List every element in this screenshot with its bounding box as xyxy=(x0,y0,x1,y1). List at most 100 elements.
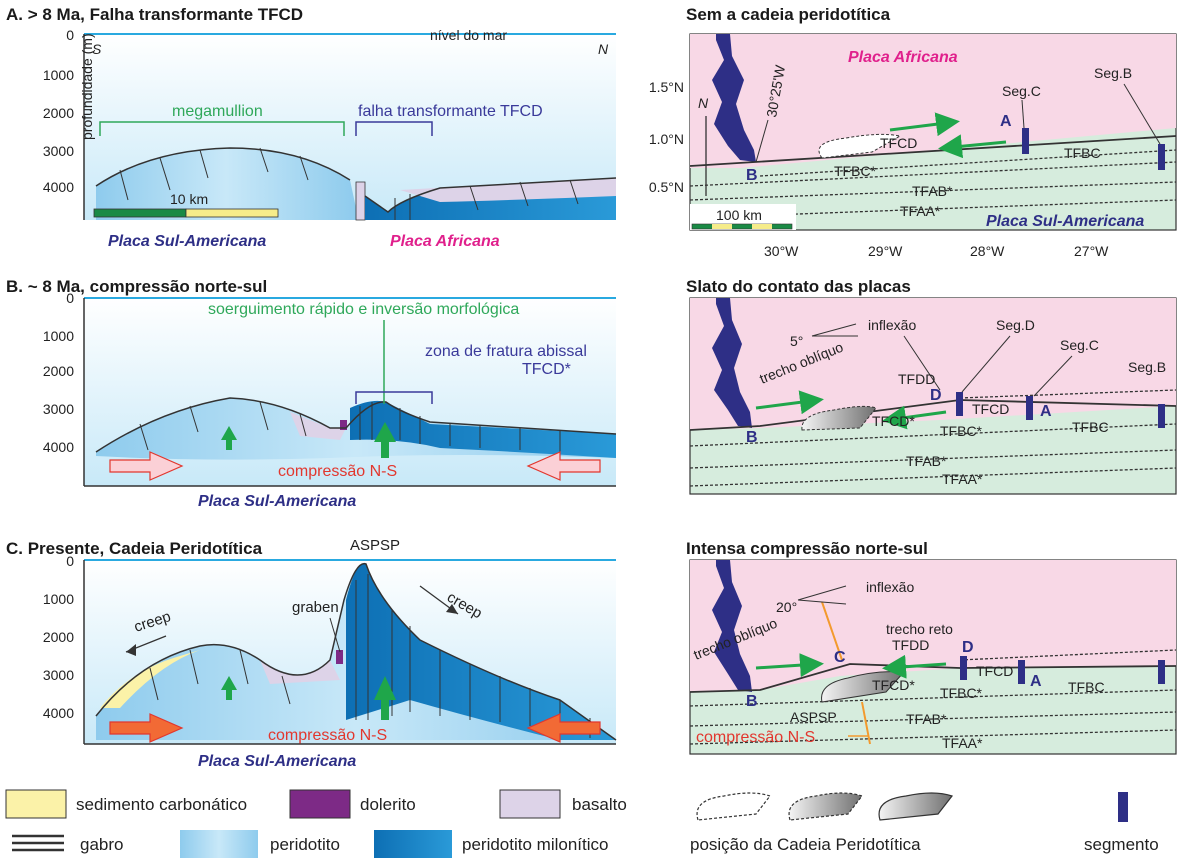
map-b-tfab-star: TFAB* xyxy=(906,453,947,469)
map-a-lat-2: 1.0°N xyxy=(649,131,684,147)
panel-a-ytick-3000: 3000 xyxy=(43,143,74,159)
panel-c: C. Presente, Cadeia Peridotítica ASPSP 0… xyxy=(6,537,617,770)
map-c-tfcd: TFCD xyxy=(976,663,1013,679)
map-b-line-4 xyxy=(959,389,1177,399)
map-c-coast xyxy=(712,560,752,692)
map-c-tfcd-star: TFCD* xyxy=(872,677,915,693)
map-a-scale-label: 100 km xyxy=(716,207,762,223)
panel-c-seafloor xyxy=(95,562,617,741)
map-c-pt-d: D xyxy=(962,639,974,656)
map-a-lat-3: 0.5°N xyxy=(649,179,684,195)
map-b-segment-d xyxy=(956,392,963,416)
panel-a-basin-surface xyxy=(364,177,617,213)
map-c-line-3 xyxy=(689,711,1177,727)
map-c-title: Intensa compressão norte-sul xyxy=(686,539,928,558)
map-c-arrow-east xyxy=(755,653,824,678)
map-a-meridian-pointer xyxy=(755,119,769,163)
map-b-seg-b: Seg.B xyxy=(1128,359,1166,375)
map-b-pt-b: B xyxy=(746,429,758,446)
map-a-pt-a: A xyxy=(1000,113,1012,130)
map-c-aspsp: ASPSP xyxy=(790,709,837,725)
map-c-angle-mark xyxy=(797,585,847,605)
panel-a-ytick-1000: 1000 xyxy=(43,67,74,83)
map-a-seg-c-pointer xyxy=(1021,99,1025,129)
map-c-line-2 xyxy=(689,689,1177,707)
panel-a-scale-light xyxy=(185,208,279,218)
map-a-arrow-east xyxy=(889,112,960,137)
panel-c-carbonate xyxy=(100,650,200,708)
legend-peridotite-swatch xyxy=(180,830,258,858)
panel-c-title: C. Presente, Cadeia Peridotítica xyxy=(6,539,263,558)
panel-c-ytick-3000: 3000 xyxy=(43,667,74,683)
map-b-title: Slato do contato das placas xyxy=(686,277,911,296)
panel-c-uplift-arrow-center xyxy=(374,676,396,720)
panel-b-ytick-0: 0 xyxy=(66,290,74,306)
panel-b-seafloor xyxy=(95,397,617,453)
panel-a-scale-label: 10 km xyxy=(170,191,208,207)
panel-c-ytick-2000: 2000 xyxy=(43,629,74,645)
map-a-plate-bottom: Placa Sul-Americana xyxy=(986,213,1144,230)
map-a-coast xyxy=(712,34,756,162)
map-b-angle: 5° xyxy=(790,333,803,349)
map-c-segment-c xyxy=(1018,660,1025,684)
panel-b-plate: Placa Sul-Americana xyxy=(198,493,356,510)
map-b-segment-c xyxy=(1026,396,1033,420)
panel-a-scale-dark xyxy=(93,208,187,218)
panel-b-ytick-4000: 4000 xyxy=(43,439,74,455)
panel-c-plate: Placa Sul-Americana xyxy=(198,753,356,770)
legend-carbonate-swatch xyxy=(5,789,67,819)
panel-b-fracture-bracket xyxy=(355,391,433,404)
panel-c-mylonitic-body xyxy=(346,563,616,740)
map-a-tfbc: TFBC xyxy=(1064,145,1101,161)
legend: sedimento carbonático dolerito basalto g… xyxy=(5,789,1159,858)
panel-b-ytick-3000: 3000 xyxy=(43,401,74,417)
legend-basalt-swatch xyxy=(499,789,561,819)
panel-b-fracture-label-2: TFCD* xyxy=(522,361,571,378)
panel-a-south: S xyxy=(92,41,102,57)
legend-chain-outline-1 xyxy=(696,792,771,821)
map-b-seg-d: Seg.D xyxy=(996,317,1035,333)
map-c-tfab-star: TFAB* xyxy=(906,711,947,727)
panel-b-mylonitic-body xyxy=(350,400,616,458)
panel-c-graben-label: graben xyxy=(292,599,339,616)
panel-c-compression-arrow-left xyxy=(109,713,184,743)
map-c-plate-boundary xyxy=(689,663,1177,693)
map-b-coast xyxy=(712,298,752,428)
map-a-segment-b xyxy=(1158,144,1165,170)
map-b-tfcd-star: TFCD* xyxy=(872,413,915,429)
map-c: Intensa compressão norte-sul 20° inflexã… xyxy=(686,539,1177,755)
legend-segment-swatch xyxy=(1118,792,1128,822)
map-c-segment-b xyxy=(1158,660,1165,684)
panel-c-creep-arrowhead-left xyxy=(126,644,136,656)
map-c-arrow-west xyxy=(882,654,947,679)
map-b-seg-c: Seg.C xyxy=(1060,337,1099,353)
panel-c-dolerite xyxy=(336,650,343,664)
map-c-line-4 xyxy=(689,729,1177,745)
map-a-scale-light-2 xyxy=(752,224,772,229)
panel-a-plate-right: Placa Africana xyxy=(390,233,500,250)
map-b-pt-a: A xyxy=(1040,403,1052,420)
map-b-line-1 xyxy=(689,423,1177,447)
map-a-pt-b: B xyxy=(746,167,758,184)
panel-b-compression-label: compressão N-S xyxy=(278,463,397,480)
map-a-lon-3: 28°W xyxy=(970,243,1005,259)
map-b-inflexao: inflexão xyxy=(868,317,916,333)
panel-a-ytick-0: 0 xyxy=(66,27,74,43)
panel-a-title: A. > 8 Ma, Falha transformante TFCD xyxy=(6,5,303,24)
map-a-plate-boundary xyxy=(689,135,1177,167)
map-a-lon-1: 30°W xyxy=(764,243,799,259)
panel-a-faults xyxy=(119,147,579,220)
map-b-tfcd: TFCD xyxy=(972,401,1009,417)
legend-segment: segmento xyxy=(1084,835,1159,854)
map-b-tfbc-star: TFBC* xyxy=(940,423,983,439)
panel-c-compression-arrow-right xyxy=(526,713,601,743)
panel-a-megamullion-bracket xyxy=(99,121,345,136)
map-c-angle: 20° xyxy=(776,599,797,615)
panel-b-uplift-arrow-center xyxy=(374,422,396,458)
map-a-plate-top: Placa Africana xyxy=(848,49,958,66)
panel-c-ytick-0: 0 xyxy=(66,553,74,569)
map-c-line-1 xyxy=(959,649,1177,661)
legend-chain-outline-2 xyxy=(788,792,863,821)
map-a-tfbc-star: TFBC* xyxy=(834,163,877,179)
panel-c-graben-pointer xyxy=(329,617,341,653)
